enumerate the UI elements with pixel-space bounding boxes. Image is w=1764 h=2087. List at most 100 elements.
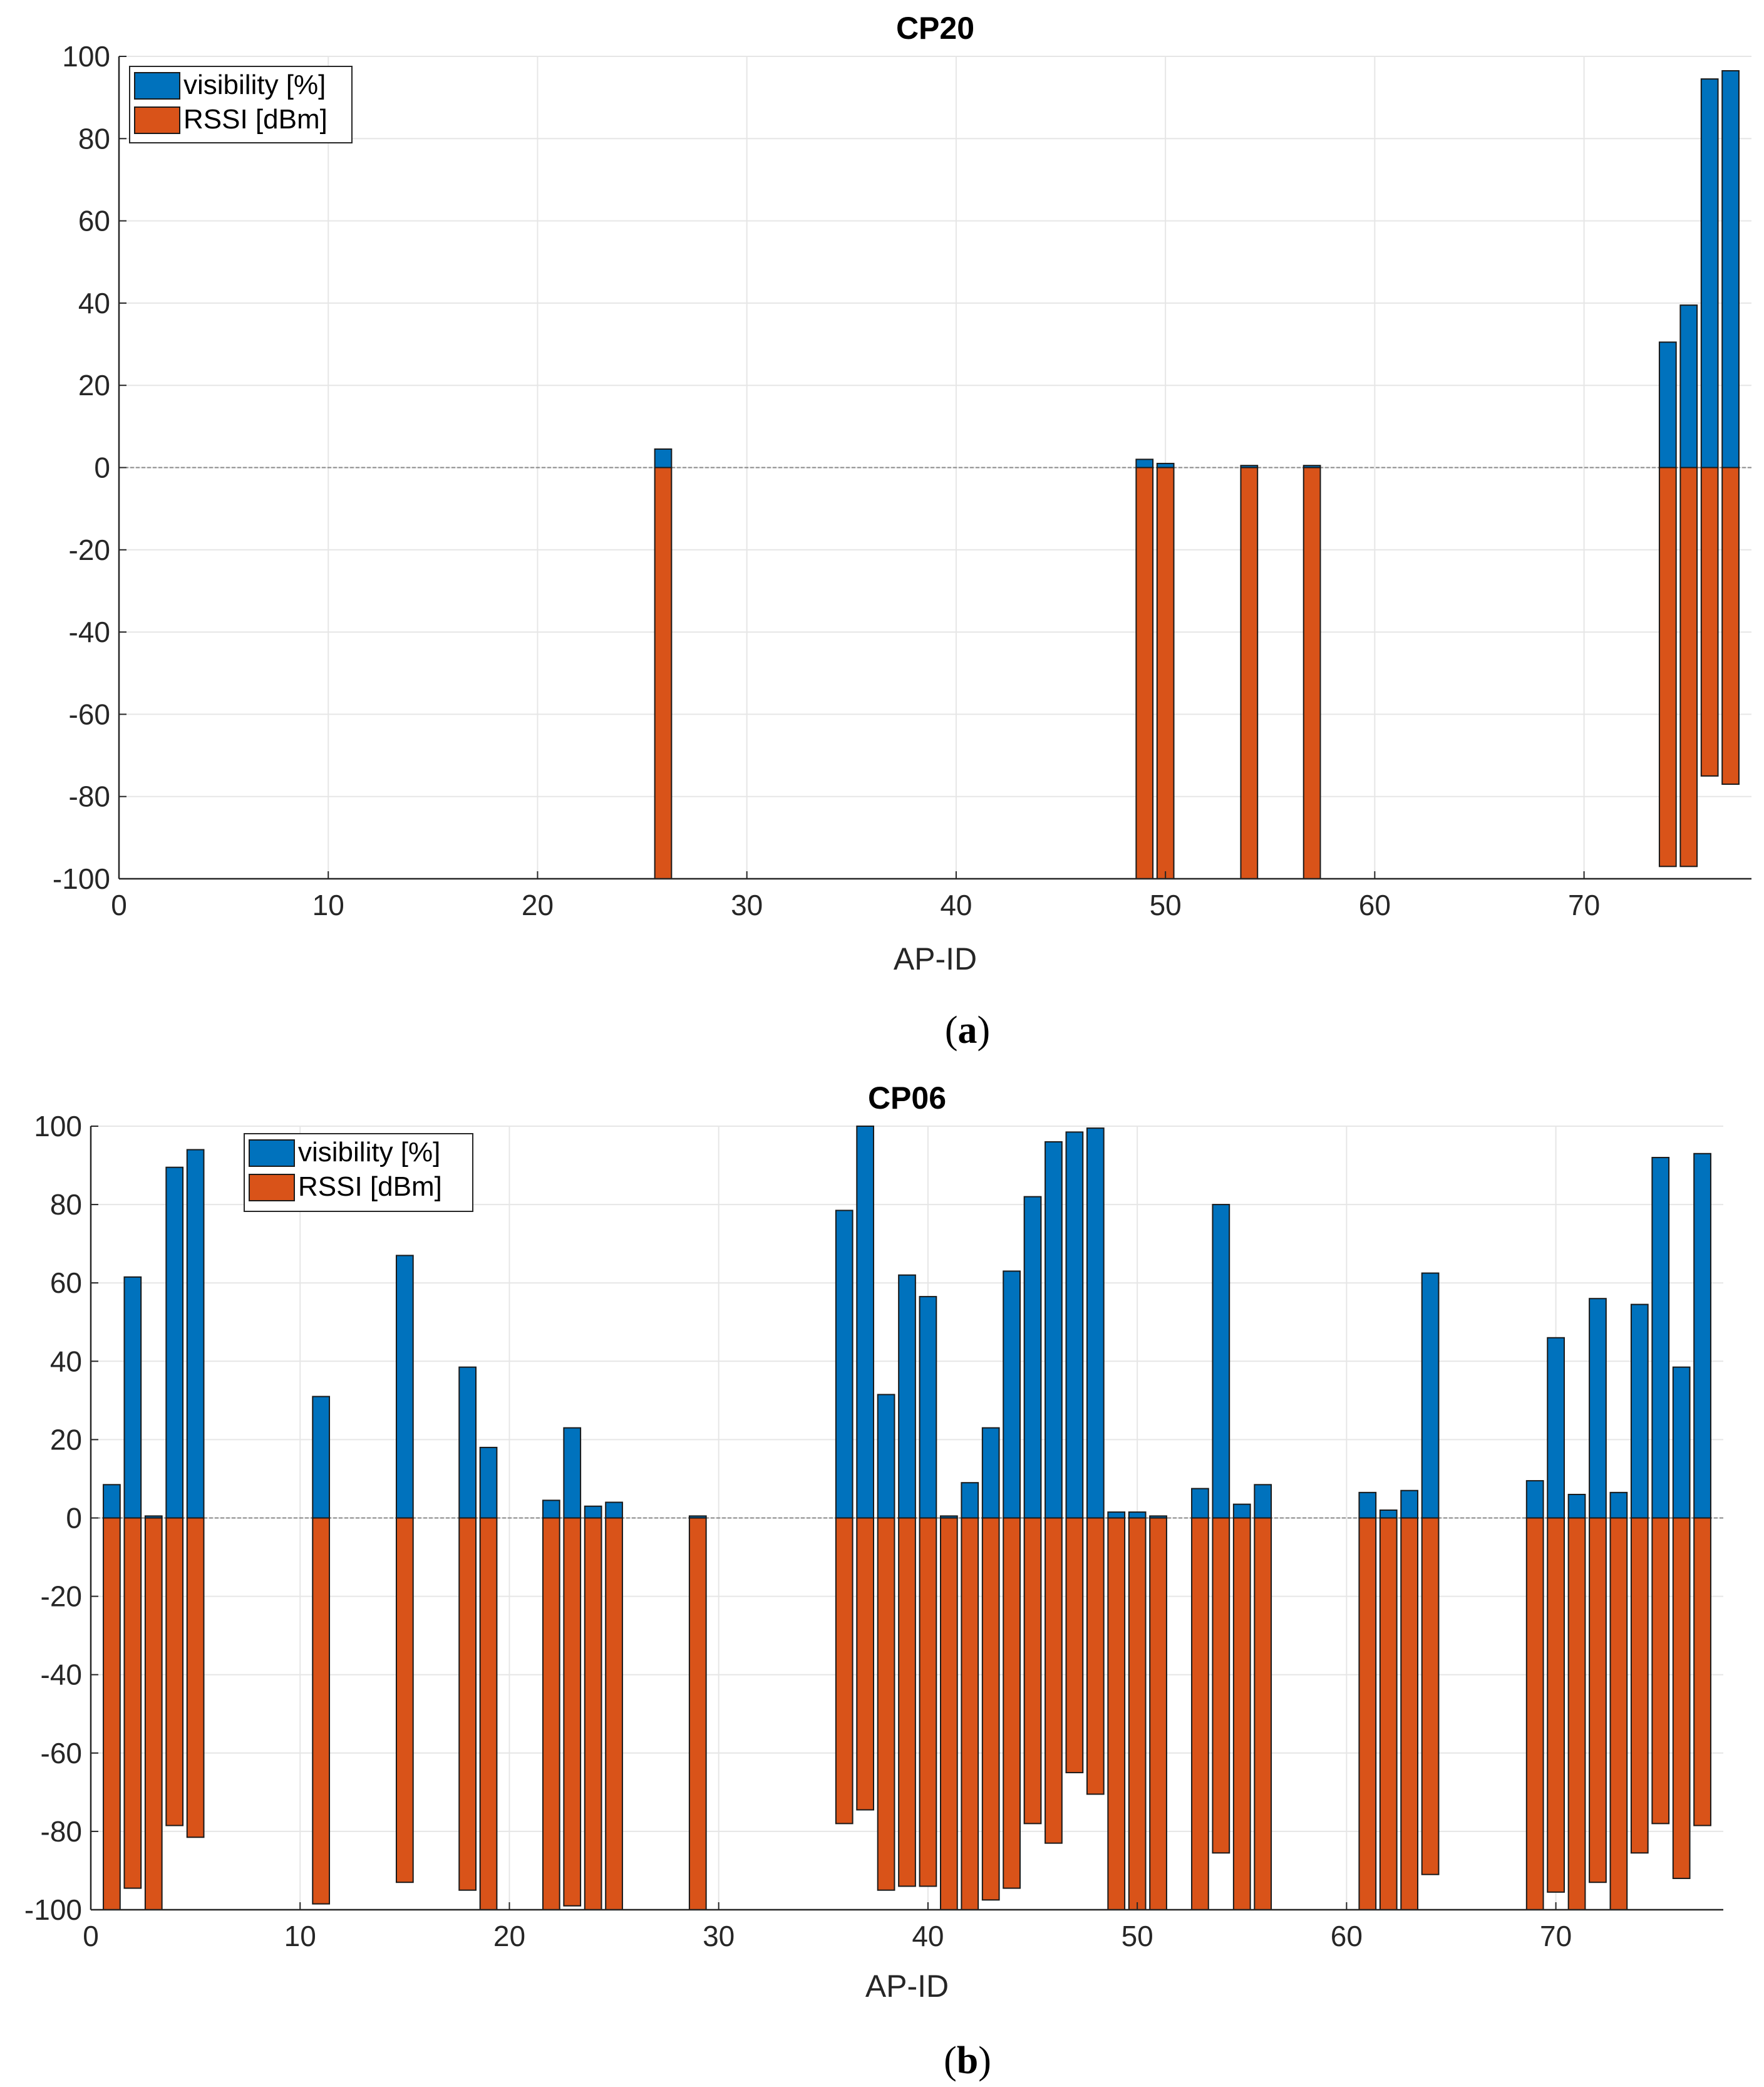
caption-close-paren: )	[978, 2039, 991, 2082]
y-tick-label: -60	[69, 698, 110, 730]
visibility-bar	[165, 1166, 184, 1519]
rssi-bar	[1149, 1517, 1167, 1910]
visibility-bar	[542, 1499, 560, 1519]
x-tick-label: 60	[1331, 1920, 1363, 1952]
rssi-bar	[1254, 1517, 1272, 1910]
y-tick-label: 80	[78, 122, 110, 155]
x-tick-label: 70	[1568, 889, 1600, 921]
visibility-bar	[1651, 1157, 1670, 1519]
x-axis-label: AP-ID	[894, 941, 977, 976]
y-tick-label: -40	[69, 616, 110, 648]
rssi-bar	[1212, 1517, 1230, 1854]
y-tick-label: 0	[94, 452, 110, 484]
rssi-bar	[1044, 1517, 1063, 1844]
rssi-bar	[1672, 1517, 1691, 1879]
x-tick-label: 50	[1122, 1920, 1153, 1952]
rssi-bar	[1156, 467, 1175, 879]
rssi-bar	[1700, 467, 1719, 777]
rssi-bar	[1525, 1517, 1544, 1910]
visibility-bar	[981, 1427, 1000, 1519]
rssi-bar	[1651, 1517, 1670, 1825]
x-tick-label: 30	[703, 1920, 735, 1952]
caption-letter: a	[958, 1009, 977, 1052]
y-tick-label: 20	[50, 1423, 82, 1456]
rssi-bar	[312, 1517, 331, 1905]
visibility-bar	[1044, 1141, 1063, 1519]
visibility-bar	[1567, 1493, 1586, 1519]
y-tick-label: 20	[78, 369, 110, 401]
visibility-bar	[1128, 1511, 1147, 1519]
y-tick-label: 100	[34, 1110, 82, 1142]
visibility-bar	[1065, 1131, 1084, 1519]
rssi-bar	[144, 1517, 163, 1910]
visibility-bar	[1086, 1127, 1105, 1519]
rssi-bar	[898, 1517, 916, 1887]
y-tick-label: -60	[41, 1737, 82, 1769]
y-tick-label: -100	[53, 862, 110, 895]
legend-swatch	[249, 1139, 295, 1167]
rssi-bar	[1609, 1517, 1628, 1910]
rssi-bar	[1191, 1517, 1209, 1910]
rssi-bar	[1023, 1517, 1042, 1825]
chart-title: CP06	[868, 1080, 946, 1116]
visibility-bar	[1421, 1272, 1440, 1519]
visibility-bar	[1107, 1511, 1126, 1519]
y-tick-label: -80	[41, 1815, 82, 1848]
x-tick-label: 30	[731, 889, 763, 921]
rssi-bar	[835, 1517, 854, 1825]
x-tick-label: 60	[1359, 889, 1391, 921]
visibility-bar	[1379, 1509, 1398, 1519]
rssi-bar	[688, 1517, 707, 1910]
y-tick-label: -20	[41, 1580, 82, 1613]
rssi-bar	[856, 1517, 875, 1811]
visibility-bar	[1693, 1152, 1711, 1519]
visibility-bar	[856, 1126, 875, 1519]
visibility-bar	[1630, 1303, 1649, 1519]
visibility-bar	[186, 1149, 205, 1519]
visibility-bar	[1003, 1270, 1021, 1519]
rssi-bar	[1679, 467, 1698, 867]
visibility-bar	[1400, 1489, 1419, 1519]
rssi-bar	[563, 1517, 582, 1907]
rssi-bar	[1065, 1517, 1084, 1774]
rssi-bar	[123, 1517, 142, 1889]
visibility-bar	[898, 1274, 916, 1519]
rssi-bar	[458, 1517, 477, 1891]
visibility-bar	[1358, 1491, 1377, 1519]
visibility-bar	[1023, 1196, 1042, 1519]
rssi-bar	[1107, 1517, 1126, 1910]
rssi-bar	[961, 1517, 979, 1910]
rssi-bar	[1240, 467, 1259, 879]
y-tick-label: 60	[50, 1266, 82, 1299]
visibility-bar	[1191, 1488, 1209, 1519]
caption-open-paren: (	[944, 2039, 957, 2082]
x-tick-label: 0	[111, 889, 127, 921]
visibility-bar	[312, 1396, 331, 1519]
rssi-bar	[1128, 1517, 1147, 1910]
rssi-bar	[654, 467, 673, 879]
rssi-bar	[1658, 467, 1677, 867]
visibility-bar	[1609, 1491, 1628, 1519]
rssi-bar	[1358, 1517, 1377, 1910]
x-axis-label: AP-ID	[865, 1969, 949, 2004]
y-tick-label: -100	[24, 1893, 82, 1926]
y-tick-label: 40	[50, 1345, 82, 1377]
rssi-bar	[1693, 1517, 1711, 1826]
x-tick-label: 50	[1150, 889, 1182, 921]
caption-letter: b	[957, 2039, 978, 2082]
rssi-bar	[1135, 467, 1154, 879]
visibility-bar	[919, 1296, 937, 1519]
y-tick-label: 0	[66, 1502, 82, 1535]
visibility-bar	[584, 1505, 602, 1519]
caption-open-paren: (	[945, 1009, 958, 1052]
legend-swatch	[249, 1174, 295, 1201]
rssi-bar	[103, 1517, 121, 1910]
rssi-bar	[1379, 1517, 1398, 1910]
visibility-bar	[1547, 1337, 1565, 1519]
y-tick-label: -20	[69, 534, 110, 566]
rssi-bar	[479, 1517, 498, 1910]
figure-caption: (a)	[945, 1009, 990, 1052]
visibility-bar	[1212, 1204, 1230, 1519]
visibility-bar	[961, 1482, 979, 1519]
rssi-bar	[1630, 1517, 1649, 1854]
